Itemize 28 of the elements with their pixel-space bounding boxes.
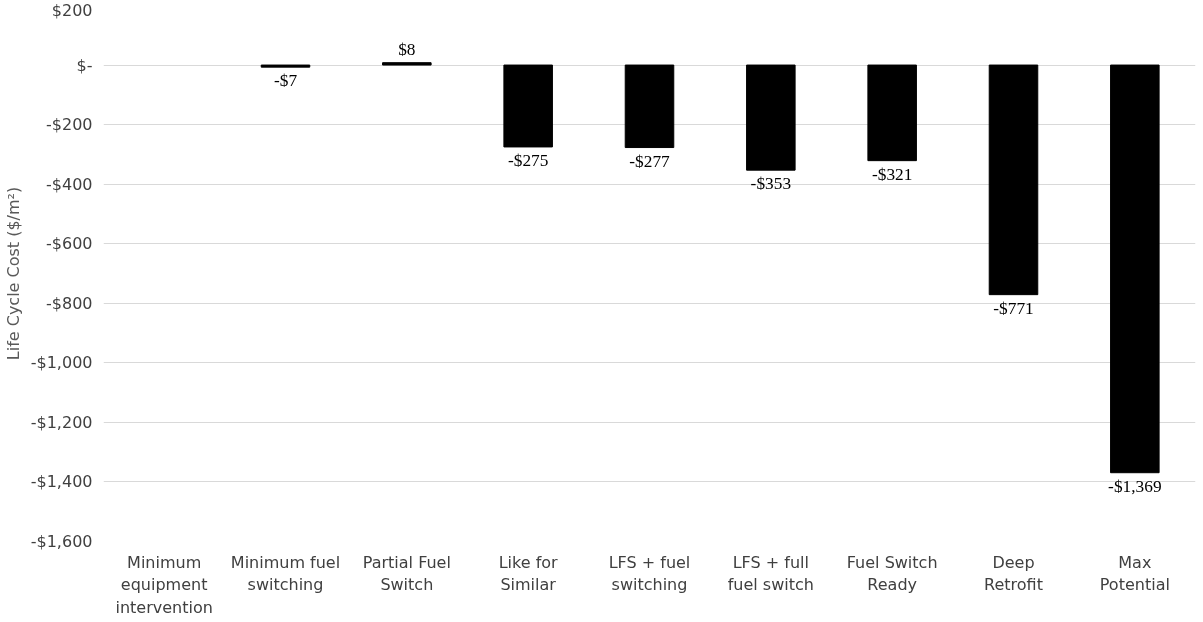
data-label: -$7	[273, 71, 298, 91]
x-tick-label: Minimum equipment intervention	[115, 552, 213, 618]
y-tick-label: -$600	[46, 234, 93, 254]
x-tick-label: Fuel Switch Ready	[846, 552, 938, 595]
y-tick-label: -$400	[46, 174, 93, 194]
y-tick-label: $200	[51, 0, 93, 20]
data-label: -$321	[871, 164, 913, 184]
x-tick-label: Max Potential	[1099, 552, 1170, 595]
x-tick-label: Partial Fuel Switch	[362, 552, 451, 595]
x-tick-label: Like for Similar	[498, 552, 559, 595]
data-label: -$771	[993, 298, 1034, 318]
x-tick-label: LFS + fuel switching	[608, 552, 691, 595]
x-tick-label: Minimum fuel switching	[230, 552, 341, 595]
y-tick-label: -$1,400	[30, 472, 93, 492]
data-label: $8	[398, 39, 416, 59]
y-tick-label: -$1,600	[30, 532, 93, 551]
y-tick-label: -$1,000	[30, 353, 93, 373]
y-tick-label: -$200	[46, 115, 93, 135]
y-tick-label: -$1,200	[30, 412, 93, 432]
data-label: -$1,369	[1108, 476, 1162, 496]
y-tick-label: $-	[76, 55, 93, 75]
x-tick-label: LFS + full fuel switch	[727, 552, 814, 595]
y-tick-label: -$800	[46, 293, 93, 313]
x-tick-label: Deep Retrofit	[984, 552, 1043, 595]
data-label: -$275	[507, 150, 549, 170]
data-label: -$277	[629, 151, 671, 171]
y-axis-title: Life Cycle Cost ($/m²)	[3, 186, 23, 361]
data-label: -$353	[750, 174, 792, 194]
